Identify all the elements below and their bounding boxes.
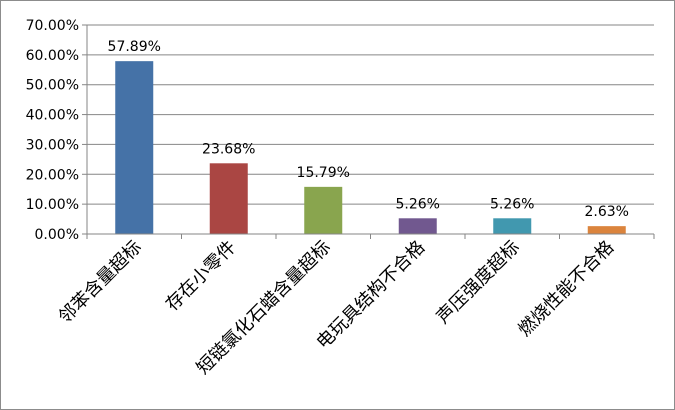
data-label: 57.89% [108, 39, 161, 55]
data-label: 2.63% [585, 204, 629, 220]
bars [115, 61, 626, 235]
y-tick-label: 20.00% [26, 167, 79, 183]
bar [209, 163, 248, 234]
bar [304, 186, 343, 234]
y-tick-label: 40.00% [26, 108, 79, 124]
bar [115, 61, 154, 235]
y-axis-ticks: 0.00% 10.00% 20.00% 30.00% 40.00% 50.00% 60.00… [26, 18, 88, 243]
y-tick-label: 10.00% [26, 197, 79, 213]
gridlines [87, 24, 654, 205]
bar [493, 218, 532, 234]
data-label: 23.68% [202, 141, 255, 157]
data-label: 5.26% [396, 196, 440, 212]
y-tick-label: 50.00% [26, 78, 79, 94]
data-label: 5.26% [490, 196, 534, 212]
y-tick-label: 0.00% [35, 227, 79, 243]
y-tick-label: 30.00% [26, 137, 79, 153]
x-axis [86, 233, 655, 239]
bar [398, 218, 437, 234]
y-tick-label: 70.00% [26, 18, 79, 34]
data-label: 15.79% [297, 165, 350, 181]
bar [587, 226, 626, 234]
y-tick-label: 60.00% [26, 48, 79, 64]
data-labels: 57.89% 23.68% 15.79% 5.26% 5.26% 2.63% [108, 39, 629, 220]
